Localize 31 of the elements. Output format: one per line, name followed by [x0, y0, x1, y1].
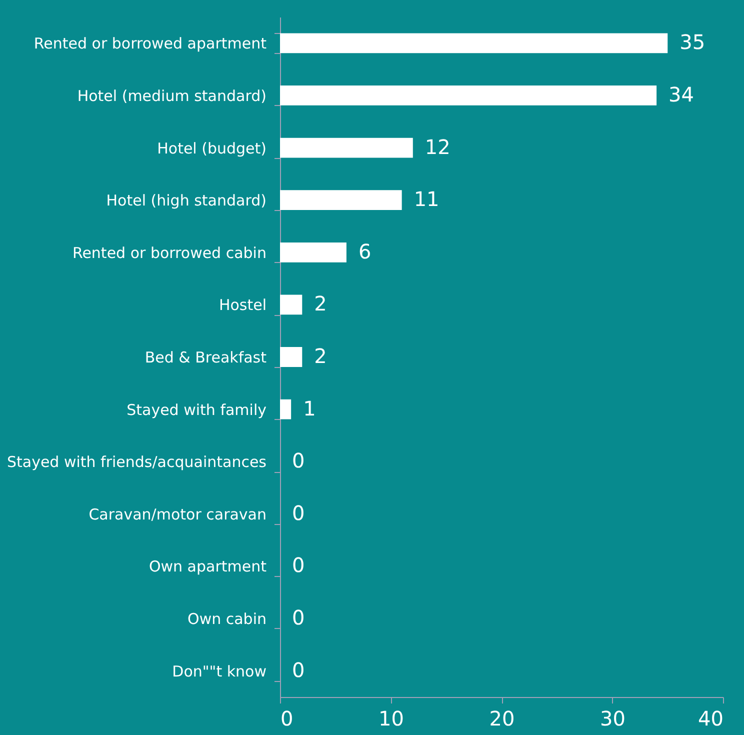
- x-tick-label: 20: [489, 706, 515, 730]
- y-tick-label: Don""t know: [172, 662, 266, 680]
- y-tick-label: Hostel: [218, 296, 266, 314]
- y-tick-label: Hotel (high standard): [106, 192, 266, 210]
- data-label: 0: [292, 553, 305, 578]
- y-tick-label: Caravan/motor caravan: [88, 505, 266, 524]
- y-tick-label: Hotel (budget): [157, 139, 266, 158]
- data-label: 6: [358, 239, 372, 264]
- y-tick-label: Hotel (medium standard): [77, 86, 266, 105]
- y-tick-label: Stayed with family: [126, 400, 267, 419]
- y-tick-label: Rented or borrowed apartment: [34, 34, 267, 53]
- y-tick-label: Stayed with friends/acquaintances: [6, 453, 267, 472]
- x-tick-label: 10: [378, 706, 404, 730]
- y-tick-label: Bed & Breakfast: [144, 348, 267, 366]
- y-tick-label: Own apartment: [148, 558, 267, 576]
- x-tick-label: 0: [280, 706, 294, 730]
- data-label: 2: [314, 344, 327, 368]
- data-label: 0: [292, 448, 305, 473]
- data-label: 0: [292, 658, 305, 682]
- data-label: 35: [680, 30, 706, 54]
- data-label: 1: [303, 396, 316, 420]
- data-label: 2: [314, 292, 327, 316]
- data-label: 12: [424, 134, 450, 159]
- data-label: 0: [292, 500, 305, 525]
- y-tick-label: Own cabin: [188, 610, 266, 628]
- x-tick-label: 30: [600, 706, 626, 730]
- data-label: 0: [292, 606, 305, 630]
- data-label: 11: [414, 187, 440, 212]
- y-tick-label: Rented or borrowed cabin: [72, 244, 266, 262]
- x-tick-label: 40: [698, 706, 724, 730]
- data-label: 34: [668, 82, 694, 106]
